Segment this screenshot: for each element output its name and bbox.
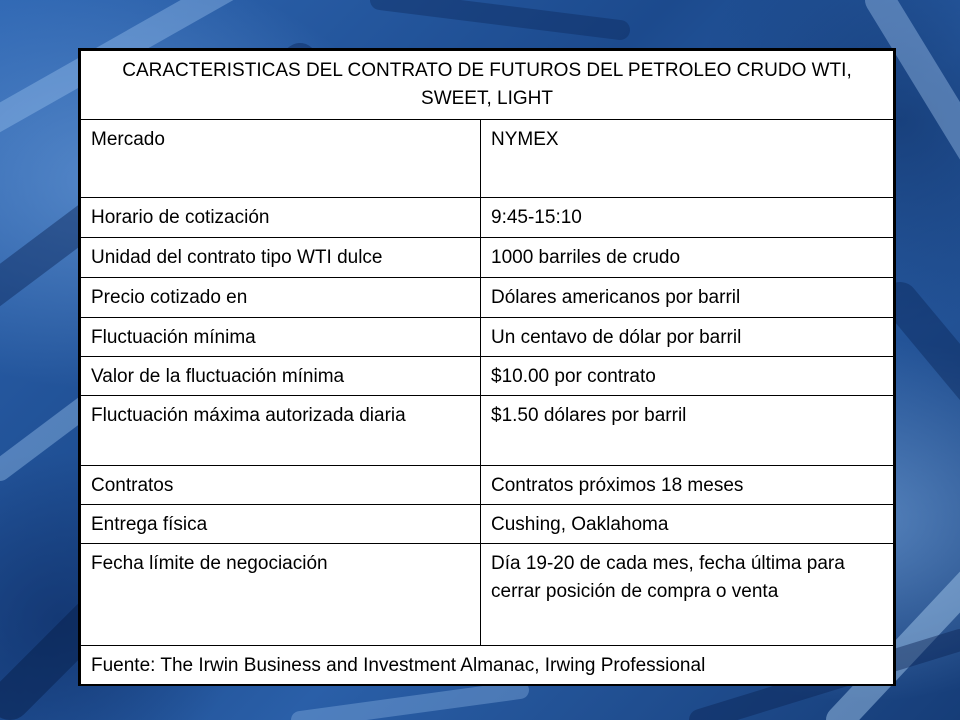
contract-specs-table: CARACTERISTICAS DEL CONTRATO DE FUTUROS … — [78, 48, 896, 686]
specs-table: CARACTERISTICAS DEL CONTRATO DE FUTUROS … — [80, 50, 894, 685]
table-row: Entrega física Cushing, Oaklahoma — [80, 504, 894, 544]
table-title: CARACTERISTICAS DEL CONTRATO DE FUTUROS … — [80, 50, 894, 120]
table-row: Mercado NYMEX — [80, 119, 894, 198]
table-source: Fuente: The Irwin Business and Investmen… — [80, 645, 894, 685]
row-label: Fluctuación mínima — [80, 317, 481, 357]
row-value: Dólares americanos por barril — [480, 277, 894, 318]
row-value: 9:45-15:10 — [480, 197, 894, 238]
table-row: Horario de cotización 9:45-15:10 — [80, 197, 894, 238]
table-row: Unidad del contrato tipo WTI dulce 1000 … — [80, 237, 894, 278]
row-value: $10.00 por contrato — [480, 356, 894, 396]
row-label: Precio cotizado en — [80, 277, 481, 318]
row-value: Día 19-20 de cada mes, fecha última para… — [480, 543, 894, 646]
table-row: Valor de la fluctuación mínima $10.00 po… — [80, 356, 894, 396]
table-source-row: Fuente: The Irwin Business and Investmen… — [80, 645, 894, 685]
row-value: $1.50 dólares por barril — [480, 395, 894, 466]
table-row: Fecha límite de negociación Día 19-20 de… — [80, 543, 894, 646]
row-value: Contratos próximos 18 meses — [480, 465, 894, 505]
table-title-row: CARACTERISTICAS DEL CONTRATO DE FUTUROS … — [80, 50, 894, 120]
row-label: Horario de cotización — [80, 197, 481, 238]
row-label: Fluctuación máxima autorizada diaria — [80, 395, 481, 466]
row-value: NYMEX — [480, 119, 894, 198]
table-row: Precio cotizado en Dólares americanos po… — [80, 277, 894, 318]
table-row: Fluctuación mínima Un centavo de dólar p… — [80, 317, 894, 357]
table-row: Fluctuación máxima autorizada diaria $1.… — [80, 395, 894, 466]
row-value: Un centavo de dólar por barril — [480, 317, 894, 357]
row-label: Valor de la fluctuación mínima — [80, 356, 481, 396]
row-value: 1000 barriles de crudo — [480, 237, 894, 278]
row-value: Cushing, Oaklahoma — [480, 504, 894, 544]
row-label: Fecha límite de negociación — [80, 543, 481, 646]
row-label: Contratos — [80, 465, 481, 505]
row-label: Mercado — [80, 119, 481, 198]
table-row: Contratos Contratos próximos 18 meses — [80, 465, 894, 505]
row-label: Entrega física — [80, 504, 481, 544]
row-label: Unidad del contrato tipo WTI dulce — [80, 237, 481, 278]
